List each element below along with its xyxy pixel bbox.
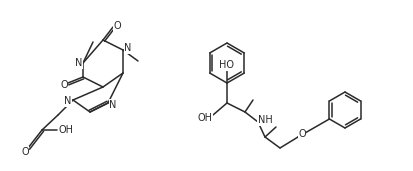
Text: O: O [60, 80, 68, 90]
Text: OH: OH [59, 125, 74, 135]
Text: HO: HO [219, 60, 235, 70]
Text: O: O [298, 129, 306, 139]
Text: N: N [124, 43, 132, 53]
Text: OH: OH [197, 113, 213, 123]
Text: N: N [109, 100, 117, 110]
Text: O: O [113, 21, 121, 31]
Text: NH: NH [258, 115, 273, 125]
Text: N: N [64, 96, 72, 106]
Text: O: O [21, 147, 29, 157]
Text: N: N [75, 58, 83, 68]
